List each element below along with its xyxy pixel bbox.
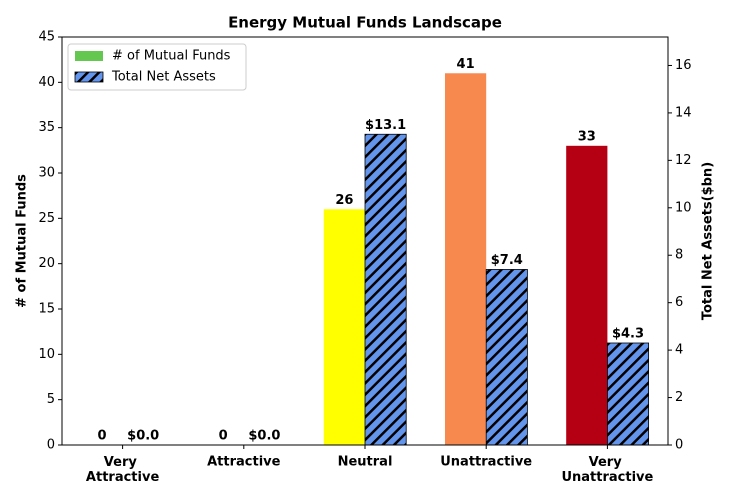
y-tick-label: 0 bbox=[47, 438, 55, 453]
bar bbox=[323, 209, 365, 445]
value-label: $0.0 bbox=[127, 429, 159, 444]
y-tick-label: 30 bbox=[38, 166, 55, 181]
y2-tick-label: 8 bbox=[675, 248, 683, 263]
y2-tick-label: 4 bbox=[675, 343, 683, 358]
y-tick-label: 40 bbox=[38, 75, 55, 90]
value-label: 33 bbox=[578, 129, 596, 144]
y2-tick-label: 12 bbox=[675, 153, 692, 168]
value-label: 0 bbox=[219, 429, 228, 444]
y2-axis-label: Total Net Assets($bn) bbox=[701, 162, 716, 320]
value-label: $13.1 bbox=[365, 118, 406, 133]
x-tick-label: Unattractive bbox=[440, 455, 532, 470]
y2-tick-label: 6 bbox=[675, 295, 683, 310]
value-label: 0 bbox=[97, 429, 106, 444]
y-tick-label: 25 bbox=[38, 211, 55, 226]
legend-box bbox=[67, 43, 247, 91]
y2-tick-label: 14 bbox=[675, 105, 692, 120]
value-label: 26 bbox=[335, 193, 353, 208]
y2-tick-label: 10 bbox=[675, 200, 692, 215]
bar bbox=[485, 269, 528, 446]
x-tick-label: Very Unattractive bbox=[561, 455, 653, 485]
y2-tick-label: 2 bbox=[675, 390, 683, 405]
y-tick-label: 10 bbox=[38, 347, 55, 362]
value-label: $0.0 bbox=[248, 429, 280, 444]
x-tick-line: Unattractive bbox=[561, 470, 653, 485]
y-tick-label: 35 bbox=[38, 120, 55, 135]
value-label: $4.3 bbox=[612, 327, 644, 342]
bar bbox=[607, 342, 650, 446]
legend-label: # of Mutual Funds bbox=[112, 49, 231, 64]
y-tick-label: 5 bbox=[47, 392, 55, 407]
y-tick-label: 20 bbox=[38, 256, 55, 271]
bar bbox=[444, 73, 487, 446]
x-tick-label: Very Attractive bbox=[86, 455, 160, 485]
x-tick-line: Attractive bbox=[86, 470, 160, 485]
legend-swatch bbox=[75, 51, 103, 61]
y2-tick-label: 16 bbox=[675, 58, 692, 73]
y-tick-label: 45 bbox=[38, 30, 55, 45]
legend-label: Total Net Assets bbox=[111, 70, 216, 85]
plot-frame bbox=[61, 36, 669, 446]
y-axis-label: # of Mutual Funds bbox=[15, 174, 30, 308]
x-tick-label: Neutral bbox=[338, 455, 393, 470]
value-label: $7.4 bbox=[491, 253, 523, 268]
y-tick-label: 15 bbox=[38, 302, 55, 317]
bar bbox=[566, 145, 608, 446]
x-tick-line: Very bbox=[589, 455, 627, 470]
value-label: 41 bbox=[457, 57, 475, 72]
chart-title: Energy Mutual Funds Landscape bbox=[228, 14, 502, 32]
x-tick-label: Attractive bbox=[207, 455, 281, 470]
x-tick-line: Very bbox=[104, 455, 142, 470]
bar bbox=[364, 133, 407, 446]
legend-swatch bbox=[74, 71, 104, 83]
y2-tick-label: 0 bbox=[675, 438, 683, 453]
